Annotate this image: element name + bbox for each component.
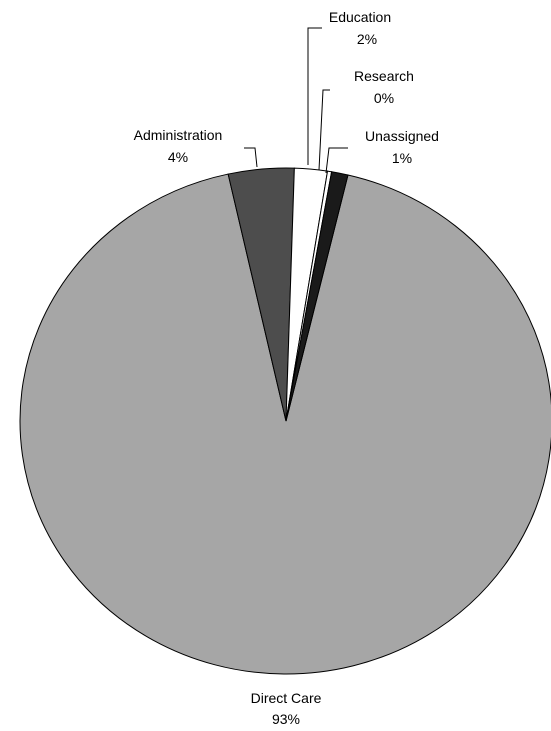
leader-line-research [318, 89, 330, 171]
slice-unassigned [285, 171, 349, 422]
label-research-value: 0% [374, 90, 394, 106]
leader-lines [244, 27, 348, 174]
label-unassigned-name: Unassigned [365, 128, 439, 144]
label-education-name: Education [329, 9, 391, 25]
pie-slices [19, 167, 551, 675]
leader-line-education [307, 27, 322, 165]
label-direct-care-name: Direct Care [251, 690, 322, 706]
label-direct-care-value: 93% [272, 711, 300, 727]
label-education-value: 2% [357, 31, 377, 47]
label-administration-value: 4% [168, 149, 188, 165]
data-labels: Education 2% Research 0% Unassigned 1% A… [134, 9, 439, 727]
label-administration-name: Administration [134, 127, 223, 143]
leader-line-unassigned [325, 147, 348, 174]
slice-direct-care [19, 173, 551, 675]
label-research-name: Research [354, 68, 414, 84]
label-unassigned-value: 1% [392, 150, 412, 166]
leader-line-administration [244, 147, 258, 168]
